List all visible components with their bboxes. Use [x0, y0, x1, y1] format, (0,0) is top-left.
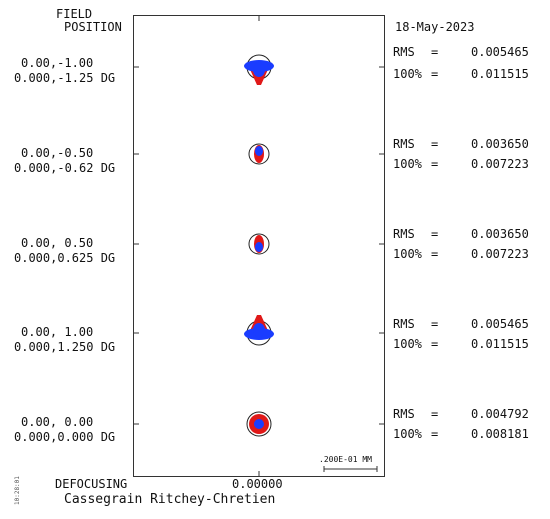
rms-equals: = [431, 137, 439, 151]
scale-bar-label: .200E-01 MM [319, 455, 372, 464]
field-2-angle: 0.000,-0.62 DG [14, 161, 116, 175]
field-5-position: 0.00, 0.00 [21, 415, 94, 429]
field-3-position: 0.00, 0.50 [21, 236, 94, 250]
rms-equals: = [431, 45, 439, 59]
airy-disk-circle [248, 143, 270, 165]
geo-100-value: 0.007223 [471, 157, 529, 171]
rms-label: RMS [393, 137, 415, 151]
rms-label: RMS [393, 317, 415, 331]
geo-100-value: 0.011515 [471, 337, 529, 351]
date-label: 18-May-2023 [395, 20, 475, 34]
airy-disk-circle [248, 233, 270, 255]
spot-blue [255, 242, 263, 252]
field-1-position: 0.00,-1.00 [21, 56, 94, 70]
position-label: POSITION [64, 20, 122, 34]
scale-bar [323, 466, 378, 472]
geo-100-label: 100% [393, 337, 422, 351]
rms-value: 0.003650 [471, 227, 529, 241]
spot-blue-core [253, 63, 265, 77]
spot-blue-core [253, 323, 265, 337]
rms-value: 0.004792 [471, 407, 529, 421]
field-label: FIELD [56, 7, 93, 21]
geo-100-value: 0.007223 [471, 247, 529, 261]
geo-100-value: 0.011515 [471, 67, 529, 81]
rms-label: RMS [393, 407, 415, 421]
field-1-angle: 0.000,-1.25 DG [14, 71, 116, 85]
field-2-position: 0.00,-0.50 [21, 146, 94, 160]
defocusing-label: DEFOCUSING [55, 477, 128, 491]
geo-100-value: 0.008181 [471, 427, 529, 441]
spot-blue [255, 146, 263, 156]
geo-100-equals: = [431, 427, 439, 441]
geo-100-label: 100% [393, 67, 422, 81]
side-code: 10:28:01 [14, 476, 21, 505]
geo-100-label: 100% [393, 157, 422, 171]
geo-100-equals: = [431, 67, 439, 81]
airy-disk-circle [246, 411, 272, 437]
rms-value: 0.005465 [471, 317, 529, 331]
rms-equals: = [431, 407, 439, 421]
rms-equals: = [431, 317, 439, 331]
rms-value: 0.003650 [471, 137, 529, 151]
geo-100-equals: = [431, 337, 439, 351]
geo-100-label: 100% [393, 427, 422, 441]
spot-blue [254, 419, 264, 429]
rms-label: RMS [393, 227, 415, 241]
geo-100-equals: = [431, 157, 439, 171]
defocus-value: 0.00000 [232, 477, 283, 491]
rms-value: 0.005465 [471, 45, 529, 59]
geo-100-label: 100% [393, 247, 422, 261]
field-4-angle: 0.000,1.250 DG [14, 340, 116, 354]
rms-equals: = [431, 227, 439, 241]
field-3-angle: 0.000,0.625 DG [14, 251, 116, 265]
geo-100-equals: = [431, 247, 439, 261]
diagram-title: Cassegrain Ritchey-Chretien [64, 492, 276, 507]
field-4-position: 0.00, 1.00 [21, 325, 94, 339]
rms-label: RMS [393, 45, 415, 59]
field-5-angle: 0.000,0.000 DG [14, 430, 116, 444]
